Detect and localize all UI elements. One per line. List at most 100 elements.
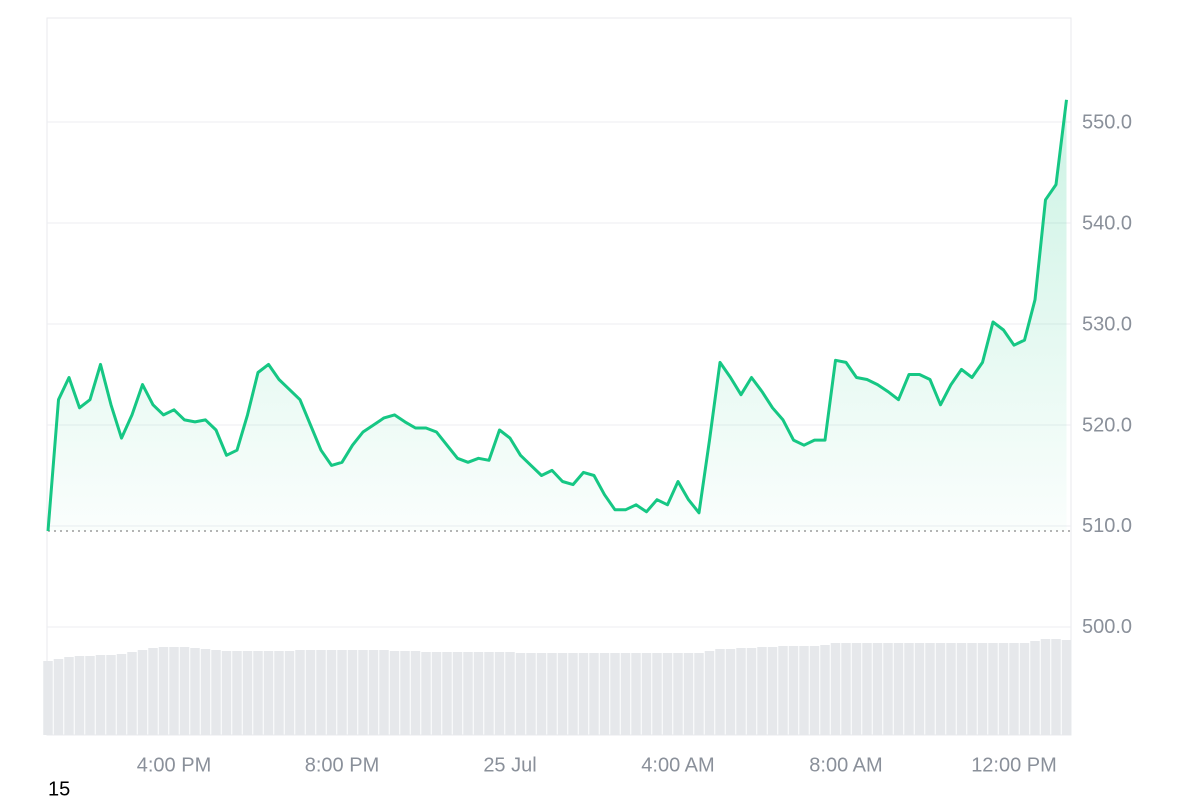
volume-bar xyxy=(568,653,578,735)
volume-bar xyxy=(715,649,725,735)
volume-bar xyxy=(179,647,190,735)
y-tick-label: 540.0 xyxy=(1082,212,1132,234)
volume-bar xyxy=(148,648,158,735)
volume-bar xyxy=(977,643,988,735)
volume-bar xyxy=(253,651,263,735)
volume-bar xyxy=(263,651,274,735)
volume-bar xyxy=(967,643,977,735)
volume-bar xyxy=(914,643,925,735)
volume-bar xyxy=(442,652,452,735)
volume-bar xyxy=(694,653,704,735)
volume-bar xyxy=(820,645,830,735)
volume-bar xyxy=(988,643,998,735)
volume-bar xyxy=(295,650,305,735)
volume-bar xyxy=(379,650,389,735)
volume-bar xyxy=(925,643,935,735)
volume-bar xyxy=(641,653,652,735)
volume-bar xyxy=(935,643,946,735)
volume-bar xyxy=(778,646,788,735)
y-tick-label: 520.0 xyxy=(1082,414,1132,436)
volume-bar xyxy=(599,653,610,735)
volume-bar xyxy=(410,651,421,735)
volume-bar xyxy=(95,655,106,735)
volume-bar xyxy=(799,646,809,735)
volume-bar xyxy=(53,659,64,735)
price-line xyxy=(46,99,1068,532)
volume-bar xyxy=(547,653,557,735)
volume-bar xyxy=(830,643,841,735)
volume-bar xyxy=(137,650,148,735)
volume-bar xyxy=(347,650,358,735)
volume-bar xyxy=(841,643,851,735)
volume-bar xyxy=(883,643,893,735)
volume-bar xyxy=(536,653,547,735)
volume-bar xyxy=(589,653,599,735)
volume-bar xyxy=(389,651,400,735)
x-tick-label: 8:00 AM xyxy=(809,754,882,776)
volume-bar xyxy=(557,653,568,735)
volume-bar xyxy=(368,650,379,735)
volume-bar xyxy=(725,649,736,735)
x-tick-label: 25 Jul xyxy=(483,754,536,776)
volume-bar xyxy=(893,643,904,735)
volume-bar xyxy=(736,648,746,735)
volume-bar xyxy=(190,648,200,735)
volume-bar xyxy=(662,653,673,735)
volume-bar xyxy=(683,653,694,735)
volume-bar xyxy=(1040,639,1051,735)
volume-bar xyxy=(85,656,95,735)
volume-bar xyxy=(200,649,211,735)
volume-bar xyxy=(851,643,862,735)
volume-bar xyxy=(998,643,1009,735)
volume-bar xyxy=(242,651,253,735)
y-tick-label: 530.0 xyxy=(1082,313,1132,335)
volume-bar xyxy=(788,646,799,735)
x-tick-label: 8:00 PM xyxy=(305,754,379,776)
volume-bar xyxy=(673,653,683,735)
volume-bar xyxy=(400,651,410,735)
volume-bar xyxy=(956,643,967,735)
volume-bar xyxy=(494,652,505,735)
volume-bar xyxy=(431,652,442,735)
volume-bar xyxy=(1009,643,1019,735)
volume-bar xyxy=(284,651,295,735)
volume-bar xyxy=(1051,639,1061,735)
volume-bar xyxy=(631,653,641,735)
area-fill xyxy=(48,99,1067,532)
volume-bar xyxy=(652,653,662,735)
volume-bar xyxy=(169,647,179,735)
volume-bar xyxy=(337,650,347,735)
volume-bar xyxy=(515,653,526,735)
volume-bar xyxy=(767,647,778,735)
footer-text: 15 xyxy=(48,778,70,800)
y-tick-label: 510.0 xyxy=(1082,515,1132,537)
volume-bar xyxy=(221,651,232,735)
volume-bar xyxy=(473,652,484,735)
volume-bar xyxy=(127,652,137,735)
volume-bar xyxy=(505,652,515,735)
y-tick-label: 550.0 xyxy=(1082,111,1132,133)
volume-bar xyxy=(211,650,221,735)
volume-bar xyxy=(274,651,284,735)
x-tick-label: 4:00 AM xyxy=(641,754,714,776)
volume-bar xyxy=(704,651,715,735)
volume-bar xyxy=(809,646,820,735)
volume-bar xyxy=(1061,640,1072,735)
volume-bar xyxy=(578,653,589,735)
volume-bar xyxy=(158,647,169,735)
volume-bar xyxy=(862,643,872,735)
volume-bar xyxy=(232,651,242,735)
volume-bar xyxy=(116,654,127,735)
volume-bar xyxy=(526,653,536,735)
volume-bar xyxy=(1030,641,1040,735)
volume-bar xyxy=(463,652,473,735)
volume-bar xyxy=(904,643,914,735)
volume-bar xyxy=(452,652,463,735)
volume-bar xyxy=(106,655,116,735)
volume-bar xyxy=(358,650,368,735)
volume-bar xyxy=(316,650,326,735)
volume-bar xyxy=(484,652,494,735)
volume-bar xyxy=(872,643,883,735)
volume-bar xyxy=(946,643,956,735)
